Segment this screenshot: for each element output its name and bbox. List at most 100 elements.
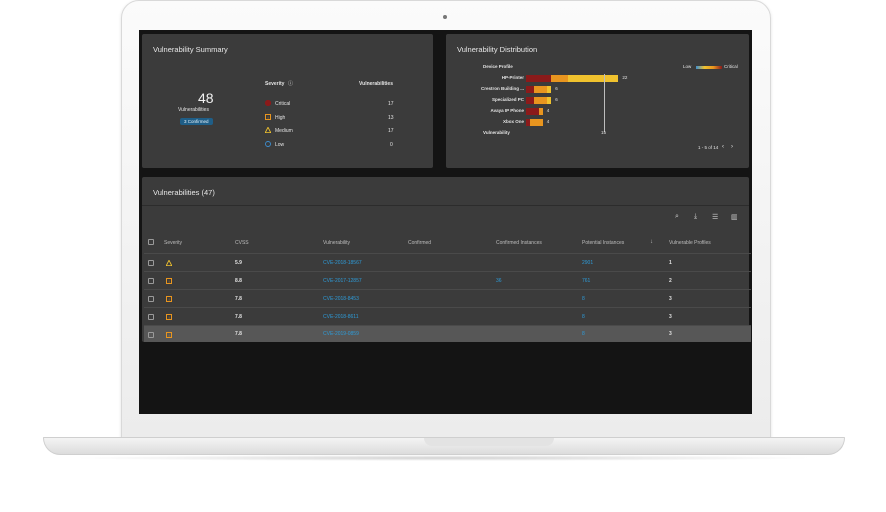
vulnerabilities-header: Vulnerabilities bbox=[359, 81, 393, 87]
bar-segment[interactable] bbox=[551, 75, 568, 82]
filter-icon[interactable]: ☰ bbox=[712, 214, 719, 221]
cvss-cell: 7.8 bbox=[235, 296, 242, 302]
potential-instances-cell[interactable]: 761 bbox=[582, 278, 591, 284]
category-label: Xbox One bbox=[502, 119, 524, 124]
table-row-hovered[interactable]: ! 7.8 CVE-2019-0859 8 3 bbox=[144, 325, 751, 342]
bar-total-label: 4 bbox=[546, 119, 550, 124]
bar-segment[interactable] bbox=[547, 97, 552, 104]
prev-page-icon[interactable]: ‹ bbox=[722, 144, 724, 150]
low-icon bbox=[265, 141, 271, 147]
vulnerability-link[interactable]: CVE-2018-8453 bbox=[323, 296, 359, 302]
category-label: Crestron Building ... bbox=[480, 86, 524, 91]
potential-instances-cell[interactable]: 8 bbox=[582, 296, 585, 302]
row-checkbox[interactable] bbox=[148, 278, 154, 284]
confirmed-instances-cell[interactable]: 36 bbox=[496, 278, 502, 284]
vulnerable-profiles-cell: 3 bbox=[669, 314, 672, 320]
high-icon: ! bbox=[166, 296, 172, 302]
bar-segment[interactable] bbox=[526, 86, 535, 93]
col-cvss[interactable]: CVSS bbox=[235, 240, 249, 246]
laptop-base bbox=[43, 437, 845, 455]
low-value: 0 bbox=[390, 142, 393, 148]
screen: Vulnerability Summary 4 8 Vulnerabilities… bbox=[139, 30, 752, 414]
info-icon: ⓘ bbox=[288, 81, 294, 87]
cvss-cell: 5.9 bbox=[235, 260, 242, 266]
svg-text:!: ! bbox=[168, 279, 169, 284]
col-severity[interactable]: Severity bbox=[164, 240, 183, 246]
title-divider bbox=[142, 205, 749, 206]
table-title: Vulnerabilities (47) bbox=[153, 188, 215, 197]
row-checkbox[interactable] bbox=[148, 314, 154, 320]
bar-total-label: 6 bbox=[555, 97, 558, 102]
next-page-icon[interactable]: › bbox=[731, 144, 733, 150]
table-row[interactable]: ! 7.8 CVE-2018-8453 8 3 bbox=[144, 289, 751, 307]
medium-value: 17 bbox=[388, 128, 394, 134]
svg-text:!: ! bbox=[168, 297, 169, 302]
legend-gradient bbox=[696, 66, 722, 69]
bar-segment[interactable] bbox=[534, 86, 547, 93]
col-potential-instances[interactable]: Potential Instances bbox=[582, 240, 625, 246]
potential-instances-cell[interactable]: 8 bbox=[582, 314, 585, 320]
vulnerability-link[interactable]: CVE-2017-12857 bbox=[323, 278, 362, 284]
bar-segment[interactable] bbox=[526, 108, 539, 115]
col-confirmed[interactable]: Confirmed bbox=[408, 240, 432, 246]
col-vulnerability[interactable]: Vulnerability bbox=[323, 240, 351, 246]
base-shadow bbox=[70, 455, 816, 461]
critical-icon bbox=[265, 100, 271, 106]
svg-text:!: ! bbox=[168, 315, 169, 320]
row-checkbox[interactable] bbox=[148, 260, 154, 266]
sort-desc-icon[interactable]: ↓ bbox=[650, 239, 653, 245]
potential-instances-cell[interactable]: 2901 bbox=[582, 260, 594, 266]
bar-total-label: 4 bbox=[546, 108, 550, 113]
row-checkbox[interactable] bbox=[148, 332, 154, 338]
low-label: Low bbox=[275, 142, 285, 148]
category-label: Avaya IP Phone bbox=[490, 108, 524, 113]
bar-segment[interactable] bbox=[526, 97, 535, 104]
vulnerabilities-table-card: Vulnerabilities (47) ⌕ ⤓ ☰ ▥ Severity CV… bbox=[142, 177, 751, 342]
device-profile-header: Device Profile bbox=[483, 64, 513, 69]
axis-tick: 15 bbox=[601, 130, 607, 135]
vulnerable-profiles-cell: 3 bbox=[669, 331, 672, 337]
bar-segment[interactable] bbox=[534, 97, 547, 104]
summary-count-label: Vulnerabilities bbox=[178, 107, 209, 113]
critical-value: 17 bbox=[388, 101, 394, 107]
bar-segment[interactable] bbox=[526, 75, 552, 82]
vulnerability-summary-card: Vulnerability Summary 48 Vulnerabilities… bbox=[142, 34, 433, 168]
critical-label: Critical bbox=[275, 101, 291, 107]
confirmed-badge[interactable]: 3 Confirmed bbox=[180, 118, 213, 125]
high-icon: ! bbox=[265, 114, 271, 120]
bar-total-label: 22 bbox=[622, 75, 628, 80]
bar-segment[interactable] bbox=[526, 119, 531, 126]
camera-dot bbox=[443, 15, 447, 19]
category-label: HP-Printer bbox=[501, 75, 524, 80]
row-checkbox[interactable] bbox=[148, 296, 154, 302]
vulnerable-profiles-cell: 3 bbox=[669, 296, 672, 302]
vulnerability-link[interactable]: CVE-2018-8611 bbox=[323, 314, 359, 320]
summary-title: Vulnerability Summary bbox=[153, 45, 228, 54]
table-row[interactable]: ! 7.8 CVE-2018-8611 8 3 bbox=[144, 307, 751, 325]
table-row[interactable]: 5.9 CVE-2018-18567 2901 1 bbox=[144, 253, 751, 271]
bar-segment[interactable] bbox=[568, 75, 619, 82]
search-icon[interactable]: ⌕ bbox=[675, 213, 679, 220]
download-icon[interactable]: ⤓ bbox=[694, 213, 698, 220]
bar-segment[interactable] bbox=[547, 86, 552, 93]
table-row[interactable]: ! 8.8 CVE-2017-12857 36 761 2 bbox=[144, 271, 751, 289]
vulnerability-link[interactable]: CVE-2018-18567 bbox=[323, 260, 362, 266]
potential-instances-cell[interactable]: 8 bbox=[582, 331, 585, 337]
columns-icon[interactable]: ▥ bbox=[731, 214, 738, 221]
bar-segment[interactable] bbox=[538, 108, 543, 115]
bar-total-label: 6 bbox=[555, 86, 558, 91]
vulnerability-link[interactable]: CVE-2019-0859 bbox=[323, 331, 359, 337]
high-icon: ! bbox=[166, 332, 172, 338]
select-all-checkbox[interactable] bbox=[148, 239, 154, 245]
severity-header: Severity bbox=[265, 81, 285, 87]
medium-icon bbox=[166, 260, 172, 266]
high-icon: ! bbox=[166, 278, 172, 284]
col-vulnerable-profiles[interactable]: Vulnerable Profiles bbox=[669, 240, 711, 246]
category-label: Specialized PC bbox=[491, 97, 524, 102]
bar-segment[interactable] bbox=[530, 119, 543, 126]
col-confirmed-instances[interactable]: Confirmed Instances bbox=[496, 240, 542, 246]
distribution-title: Vulnerability Distribution bbox=[457, 45, 538, 54]
legend-critical: Critical bbox=[724, 64, 738, 69]
medium-label: Medium bbox=[275, 128, 293, 134]
pagination-label: 1 - 5 of 14 bbox=[698, 145, 719, 150]
